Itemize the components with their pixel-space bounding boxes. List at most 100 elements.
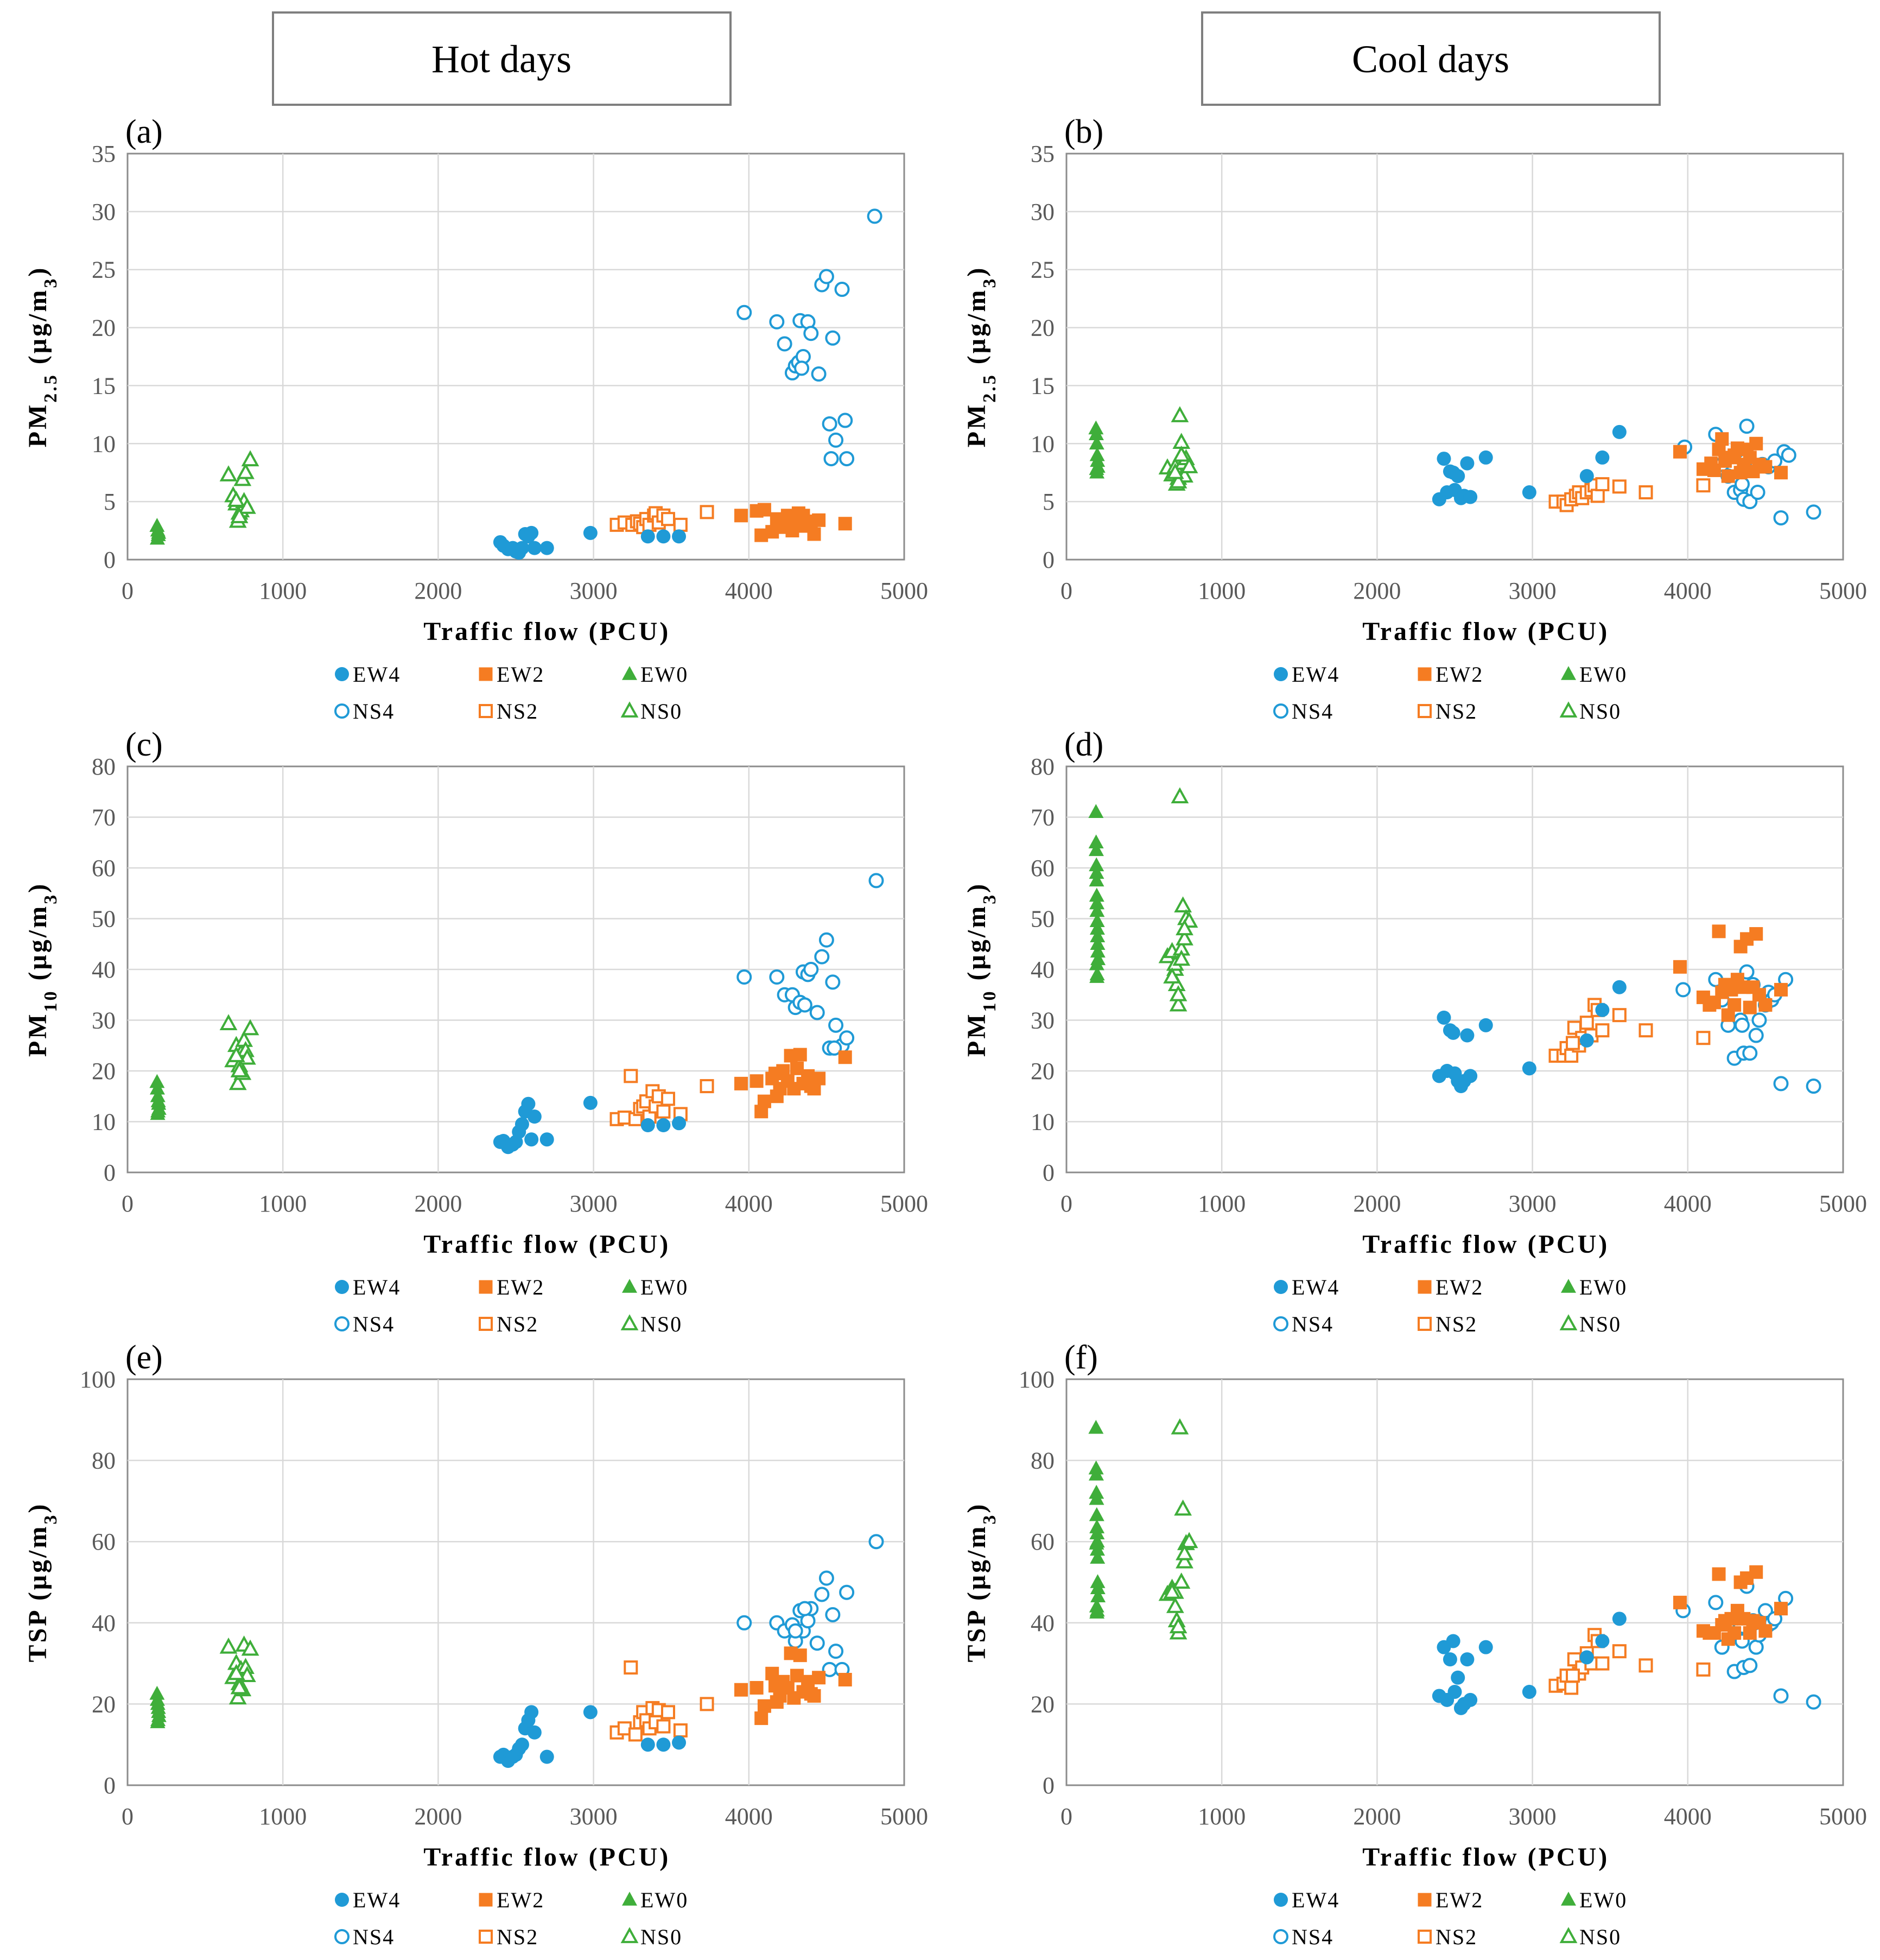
legend: EW4 EW2 EW0 NS4 NS2 NS0: [334, 662, 687, 724]
data-point-ew0: [1089, 913, 1105, 927]
legend-item-ew2: EW2: [1418, 662, 1482, 687]
series-EW2: [1673, 1565, 1788, 1646]
data-point-ns0: [1180, 1532, 1198, 1549]
data-point-ew0: [150, 1714, 166, 1728]
legend-item-ns4: NS4: [1273, 699, 1333, 724]
data-point-ew2: [1749, 436, 1763, 451]
data-point-ew0: [1089, 921, 1105, 935]
data-point-ew4: [524, 525, 539, 540]
x-tick-label: 0: [122, 1190, 134, 1217]
data-point-ew0: [1089, 1536, 1104, 1550]
data-point-ew4: [656, 529, 671, 544]
data-point-ns0: [1174, 1499, 1192, 1516]
data-point-ns2: [624, 1069, 638, 1083]
legend-marker-ns4: [1273, 1316, 1288, 1331]
legend-marker-ns2: [1418, 1930, 1432, 1944]
legend-item-ew4: EW4: [1274, 662, 1338, 687]
data-point-ns0: [1166, 462, 1184, 479]
legend-label: EW2: [1436, 1888, 1483, 1912]
legend-item-ew0: EW0: [1561, 1888, 1626, 1912]
data-point-ew4: [1437, 1010, 1451, 1025]
x-tick-label: 4000: [1664, 1190, 1712, 1217]
data-point-ew2: [1712, 1567, 1726, 1581]
legend-marker-ew0: [622, 1279, 637, 1293]
data-point-ew4: [672, 529, 687, 544]
x-tick-label: 1000: [259, 1803, 307, 1830]
y-axis-label: PM10 (μg/m3): [962, 882, 1000, 1057]
data-point-ns4: [825, 1607, 841, 1622]
data-point-ew4: [515, 1737, 529, 1752]
data-point-ns2: [1638, 485, 1653, 500]
y-tick-label: 30: [92, 1007, 116, 1034]
data-point-ns2: [1638, 1023, 1653, 1038]
data-point-ew2: [1715, 432, 1729, 446]
data-point-ew2: [768, 1679, 782, 1693]
data-point-ew4: [515, 1117, 529, 1132]
x-tick-label: 3000: [570, 578, 618, 604]
series-NS4: [736, 873, 884, 1056]
data-point-ns4: [736, 305, 752, 320]
y-axis-label-unit: (μg/m: [962, 1525, 991, 1610]
y-tick-label: 0: [104, 1772, 116, 1799]
data-point-ns2: [1696, 478, 1711, 493]
legend-label: NS4: [1292, 699, 1333, 724]
data-point-ew0: [1088, 834, 1104, 849]
legend-marker-ew2: [1418, 1893, 1432, 1907]
x-tick-label: 1000: [259, 578, 307, 604]
data-point-ew2: [757, 503, 771, 517]
data-point-ns2: [1566, 1669, 1580, 1683]
y-tick-label: 5: [1043, 489, 1055, 515]
data-point-ns2: [700, 1079, 714, 1094]
data-point-ns4: [809, 1635, 825, 1651]
data-point-ns0: [1171, 787, 1189, 803]
legend-marker-ns0: [620, 1927, 639, 1943]
data-point-ew2: [1673, 960, 1687, 974]
x-axis-label: Traffic flow (PCU): [1362, 1230, 1609, 1259]
y-axis-label-close: ): [23, 266, 52, 277]
legend-label: EW0: [1579, 662, 1627, 687]
data-point-ew4: [1460, 1028, 1475, 1043]
legend-marker-ew4: [1274, 667, 1288, 681]
legend-marker-ew2: [479, 667, 493, 681]
data-point-ns0: [1176, 1552, 1193, 1569]
data-point-ns0: [1174, 896, 1192, 913]
x-tick-label: 1000: [259, 1190, 307, 1217]
data-point-ns0: [230, 507, 249, 523]
legend-item-ns4: NS4: [1273, 1925, 1332, 1949]
data-point-ew2: [807, 527, 821, 541]
data-point-ns4: [1751, 1012, 1767, 1028]
y-axis-label-unit-sub: 3: [980, 277, 1000, 288]
legend-marker-ns4: [334, 1929, 350, 1944]
legend-label: EW0: [1579, 1275, 1627, 1299]
data-point-ns2: [656, 1719, 671, 1734]
series-EW0: [1088, 1419, 1106, 1619]
y-tick-label: 30: [1031, 1007, 1055, 1034]
data-point-ns2: [628, 1727, 643, 1742]
x-tick-label: 2000: [1353, 1190, 1401, 1217]
data-point-ns4: [1734, 1017, 1750, 1033]
data-point-ns4: [868, 873, 884, 889]
data-point-ns4: [1734, 477, 1750, 492]
data-point-ns0: [230, 1061, 249, 1077]
data-point-ns0: [1171, 406, 1189, 422]
y-tick-label: 20: [92, 1058, 116, 1084]
data-point-ew2: [1758, 998, 1773, 1012]
legend-label: EW2: [497, 1888, 544, 1912]
data-point-ns0: [228, 1688, 247, 1705]
y-tick-label: 15: [1031, 372, 1055, 399]
data-point-ns0: [1172, 949, 1191, 966]
data-point-ew4: [527, 541, 542, 555]
x-tick-label: 5000: [880, 1803, 928, 1830]
legend-item-ns4: NS4: [334, 699, 393, 724]
x-tick-label: 2000: [1353, 578, 1401, 604]
x-tick-label: 1000: [1198, 1803, 1246, 1830]
data-point-ew0: [1089, 1490, 1104, 1505]
series-EW4: [1432, 1612, 1627, 1715]
legend-label: NS0: [640, 1312, 682, 1336]
data-point-ns0: [1171, 1418, 1189, 1435]
legend-label: NS4: [353, 1925, 395, 1949]
data-point-ns2: [1612, 479, 1627, 494]
data-point-ns0: [1176, 919, 1193, 936]
